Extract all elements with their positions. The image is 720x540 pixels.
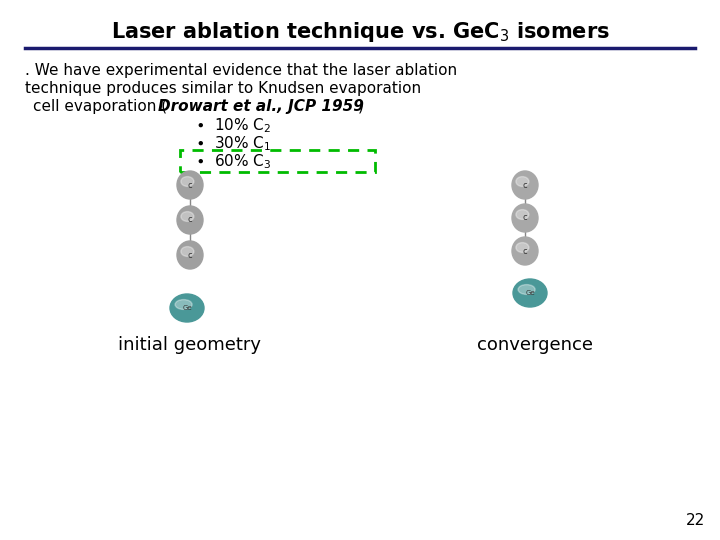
- Ellipse shape: [177, 171, 203, 199]
- Text: c: c: [523, 213, 527, 222]
- Ellipse shape: [177, 206, 203, 234]
- Text: c: c: [523, 246, 527, 255]
- Text: . We have experimental evidence that the laser ablation: . We have experimental evidence that the…: [25, 63, 457, 78]
- Text: c: c: [523, 180, 527, 190]
- Ellipse shape: [170, 294, 204, 322]
- Ellipse shape: [175, 300, 192, 309]
- Text: $\bullet$  60% C$_3$: $\bullet$ 60% C$_3$: [195, 153, 271, 171]
- Ellipse shape: [177, 241, 203, 269]
- Ellipse shape: [513, 279, 547, 307]
- Text: cell evaporation (: cell evaporation (: [33, 98, 167, 113]
- Ellipse shape: [512, 237, 538, 265]
- Text: $\bullet$  10% C$_2$: $\bullet$ 10% C$_2$: [195, 117, 271, 136]
- Ellipse shape: [516, 242, 529, 252]
- Ellipse shape: [181, 177, 194, 186]
- Text: Drowart et al., JCP 1959: Drowart et al., JCP 1959: [158, 98, 364, 113]
- Text: initial geometry: initial geometry: [119, 336, 261, 354]
- Ellipse shape: [512, 204, 538, 232]
- Text: Ge: Ge: [525, 290, 535, 296]
- Ellipse shape: [518, 285, 535, 294]
- Text: 22: 22: [685, 513, 705, 528]
- Ellipse shape: [181, 212, 194, 221]
- Ellipse shape: [512, 171, 538, 199]
- Text: c: c: [188, 215, 192, 225]
- Text: c: c: [188, 251, 192, 260]
- Ellipse shape: [516, 177, 529, 186]
- Text: c: c: [188, 180, 192, 190]
- Text: $\bullet$  30% C$_1$: $\bullet$ 30% C$_1$: [195, 134, 271, 153]
- Text: Ge: Ge: [182, 305, 192, 311]
- Text: technique produces similar to Knudsen evaporation: technique produces similar to Knudsen ev…: [25, 80, 421, 96]
- Ellipse shape: [516, 210, 529, 219]
- Text: ): ): [358, 98, 364, 113]
- Text: convergence: convergence: [477, 336, 593, 354]
- Text: Laser ablation technique vs. GeC$_3$ isomers: Laser ablation technique vs. GeC$_3$ iso…: [111, 20, 609, 44]
- Ellipse shape: [181, 247, 194, 256]
